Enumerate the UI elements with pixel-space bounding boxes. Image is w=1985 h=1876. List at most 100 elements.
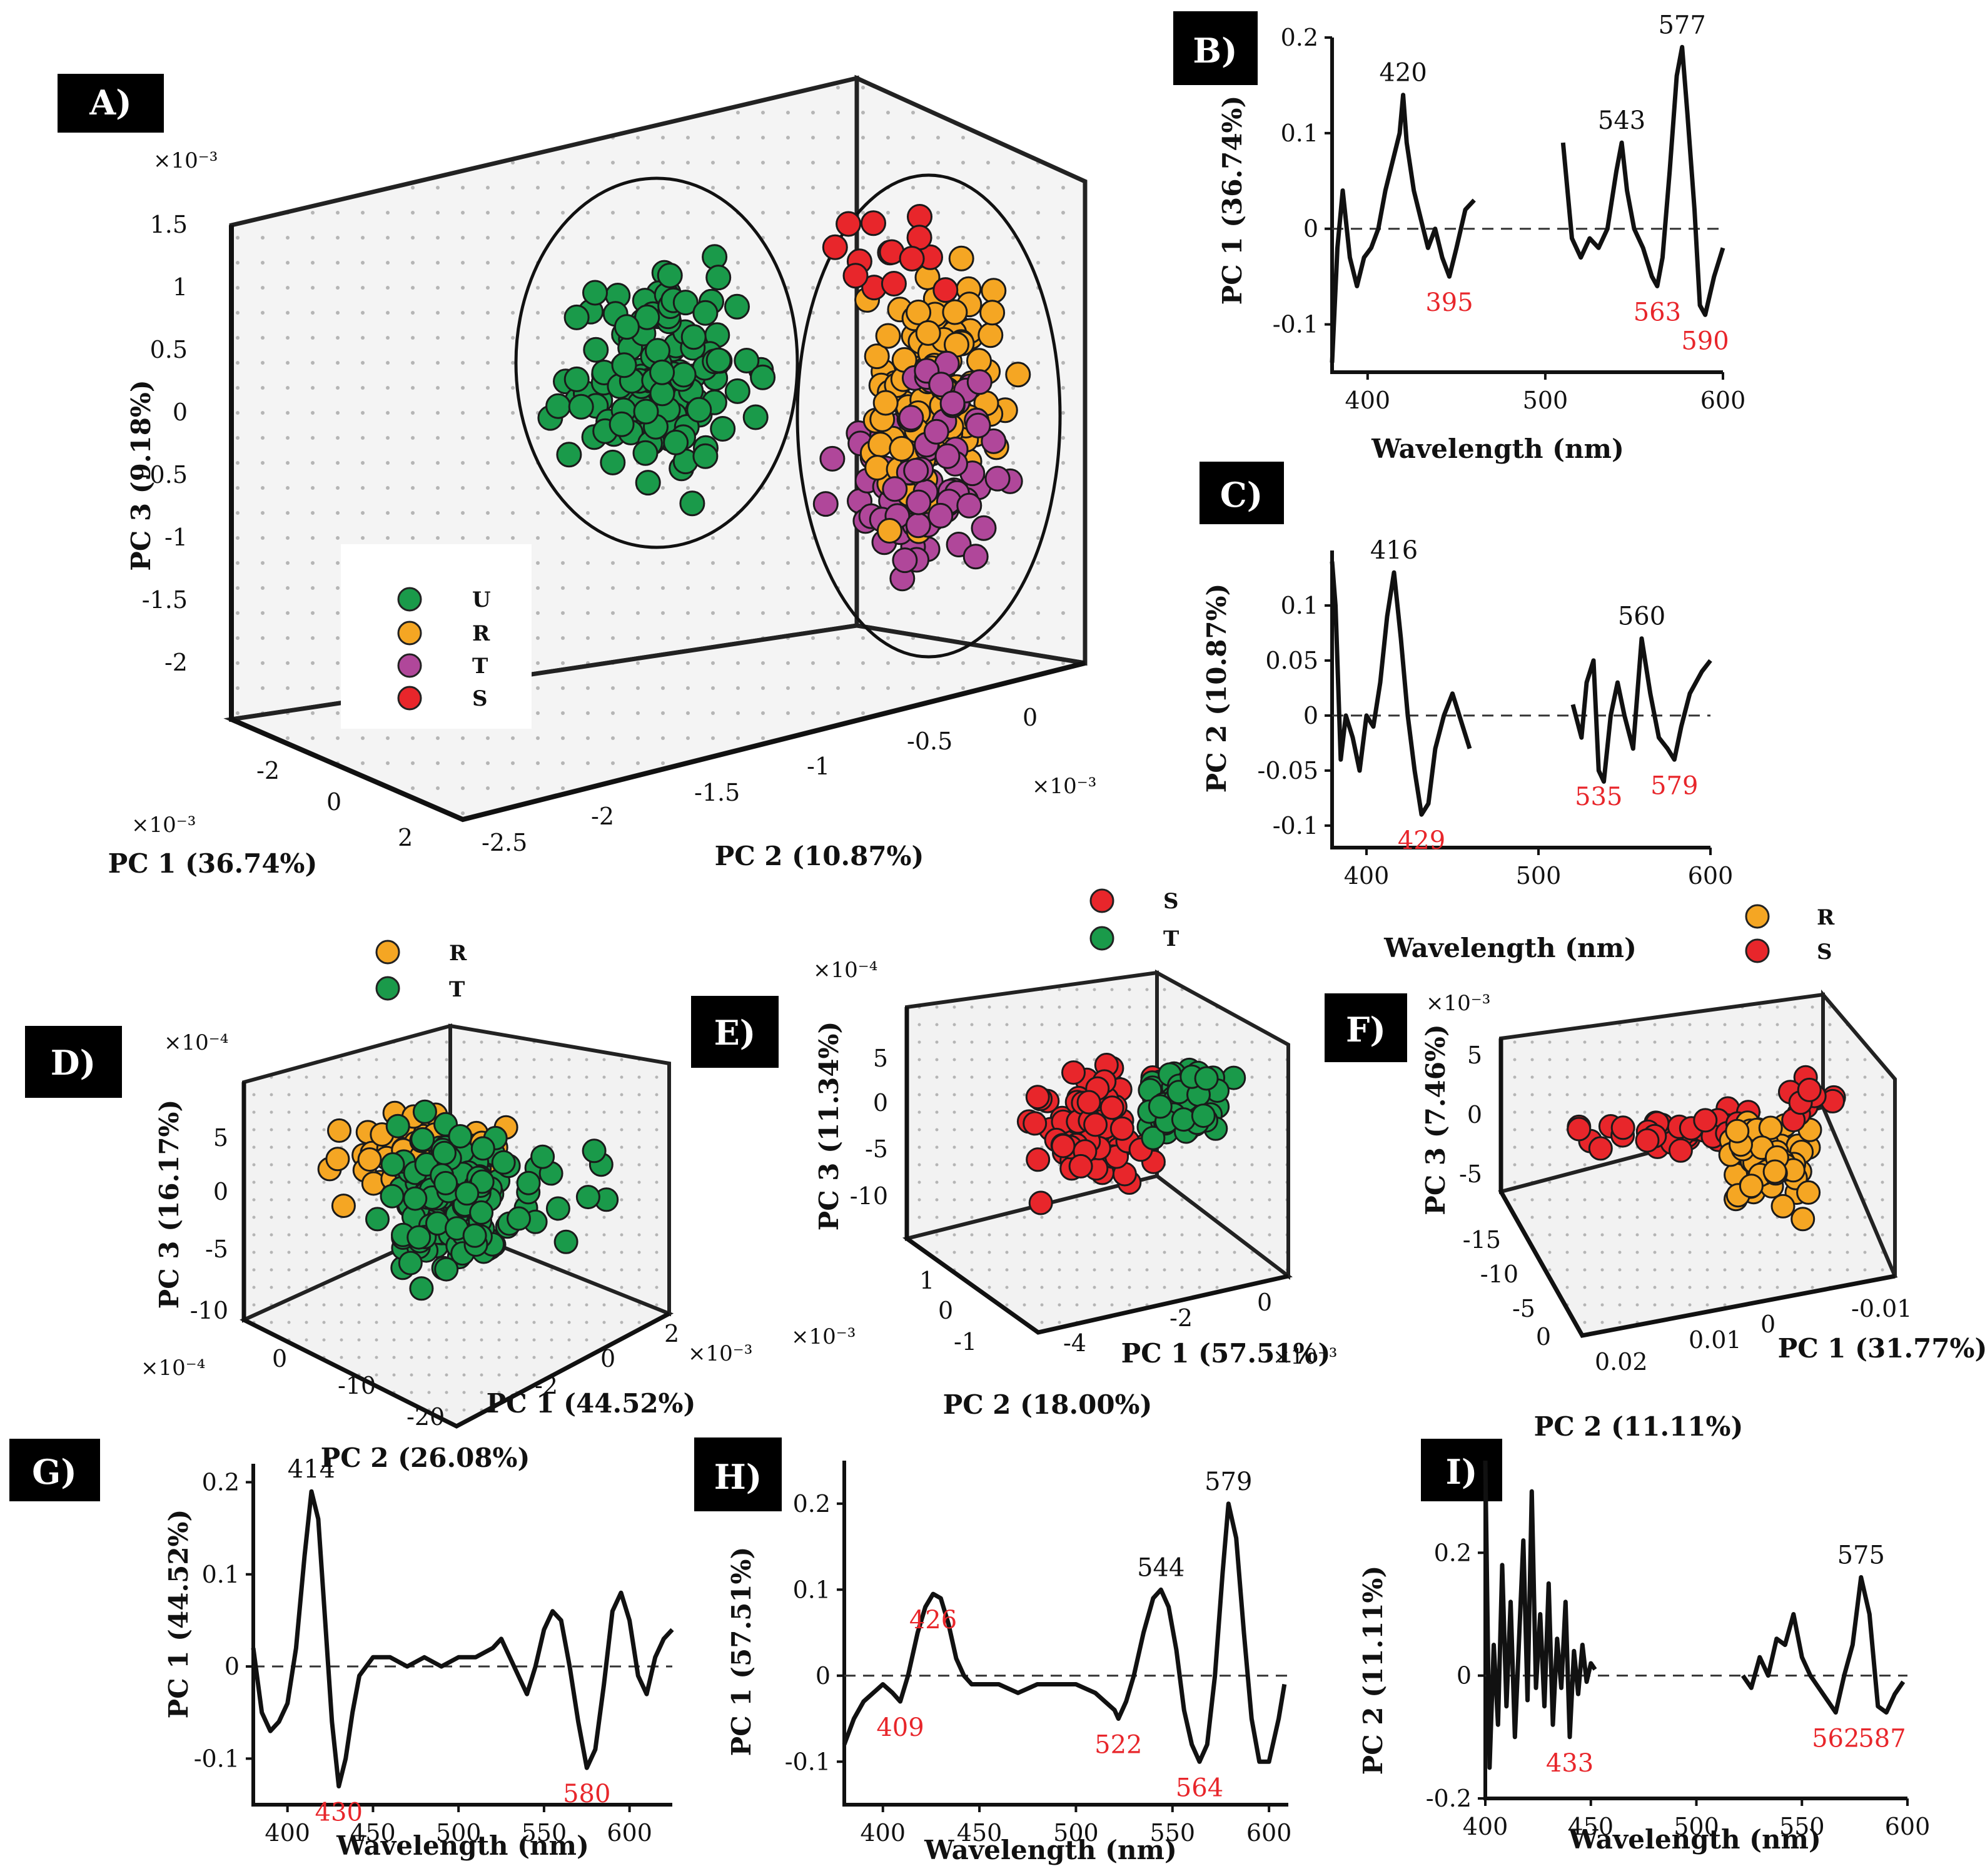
x-tick: 0.02 — [1595, 1348, 1648, 1376]
data-point — [705, 265, 732, 291]
panel-i-badge — [1421, 1439, 1502, 1501]
x-tick: -2 — [1169, 1304, 1193, 1332]
y-tick-label: 0 — [1303, 215, 1318, 243]
x-tick-label: 550 — [1150, 1819, 1196, 1847]
x-tick: -0.01 — [1851, 1295, 1912, 1322]
axis-frame — [1330, 550, 1710, 849]
peak-label: 535 — [1575, 783, 1622, 811]
panel-b-label: B) — [1193, 31, 1237, 71]
data-point — [583, 337, 609, 363]
y-tick-label: -0.2 — [1426, 1785, 1472, 1812]
y-tick: 1 — [919, 1267, 934, 1294]
z-tick: -10 — [850, 1182, 888, 1210]
data-point — [812, 491, 839, 517]
z-tick: 0.5 — [150, 336, 188, 363]
data-point — [965, 412, 991, 439]
x-tick-label: 500 — [436, 1819, 482, 1847]
data-point — [1191, 1103, 1216, 1128]
legend-label-t: T — [472, 654, 488, 679]
data-point — [516, 1170, 541, 1195]
z-tick: 0 — [173, 398, 188, 426]
data-point — [686, 397, 712, 423]
data-point — [906, 489, 932, 515]
z-tick: -0.5 — [142, 461, 188, 489]
data-point — [1051, 1133, 1076, 1159]
data-point — [984, 465, 1011, 492]
x-tick-label: 500 — [1523, 387, 1568, 414]
data-point — [903, 457, 929, 484]
x-tick-label: 550 — [1779, 1813, 1825, 1840]
data-point — [507, 1206, 531, 1231]
data-point — [724, 378, 750, 404]
panel-d-z-title: PC 3 (16.17%) — [154, 1100, 184, 1309]
data-point — [1668, 1138, 1693, 1163]
panel-i-y-title: PC 2 (11.11%) — [1358, 1566, 1388, 1775]
panel-d-badge — [25, 1026, 122, 1098]
legend-label-r: R — [449, 941, 467, 966]
data-point — [380, 1184, 405, 1209]
data-point — [1770, 1194, 1796, 1219]
panel-e-label: E) — [714, 1013, 756, 1053]
data-point — [928, 372, 954, 398]
panel-b: B) 400 500 600 0.2 0.1 0 -0.1 420 395 543 577 56359… — [1173, 11, 1745, 464]
data-point — [1005, 362, 1031, 388]
data-point — [672, 290, 699, 316]
y-tick-label: 0.2 — [202, 1468, 240, 1496]
data-point — [864, 455, 891, 481]
legend-marker-t — [397, 653, 422, 678]
data-point — [962, 544, 989, 570]
x-tick-label: 400 — [265, 1819, 310, 1847]
data-point — [398, 1250, 423, 1275]
y-tick-label: 0.05 — [1265, 647, 1318, 674]
peak-label: 579 — [1650, 771, 1698, 800]
z-tick: 0 — [873, 1089, 888, 1117]
legend-label-u: U — [472, 587, 491, 612]
panel-e-axes — [904, 1007, 1289, 1335]
data-point — [1725, 1118, 1750, 1143]
panel-a-z-title: PC 3 (9.18%) — [126, 380, 156, 570]
x-tick-label: 450 — [957, 1819, 1003, 1847]
legend-marker-s — [1089, 888, 1114, 913]
peak-label: 416 — [1370, 536, 1418, 565]
data-point — [632, 440, 659, 466]
legend-marker-t — [375, 976, 400, 1001]
peak-label: 575 — [1837, 1541, 1885, 1570]
panel-f-points — [1567, 1065, 1846, 1232]
data-point — [1610, 1115, 1635, 1140]
peak-label: 564 — [1176, 1773, 1223, 1802]
data-point — [556, 442, 582, 468]
y-tick: -1 — [954, 1328, 977, 1356]
panel-e-badge — [691, 996, 779, 1068]
panel-h-y-title: PC 1 (57.51%) — [726, 1547, 757, 1757]
data-point — [545, 393, 572, 419]
panel-a-y-exponent: ×10⁻³ — [1032, 774, 1096, 799]
panel-d: D) 5 0 -5 -10 ×10⁻⁴ PC 3 (16.17%) 0 -10 … — [25, 940, 752, 1473]
series-line — [1483, 1460, 1597, 1770]
panel-e-x-title: PC 1 (57.51%) — [1121, 1338, 1331, 1369]
panel-b-x-title: Wavelength (nm) — [1371, 434, 1624, 464]
z-tick: -1.5 — [142, 586, 188, 614]
data-point — [365, 1207, 390, 1232]
data-point — [1023, 1111, 1048, 1136]
panel-f-z-exponent: ×10⁻³ — [1426, 991, 1490, 1016]
z-tick: 1.5 — [150, 211, 188, 238]
peak-label: 590 — [1681, 327, 1729, 355]
data-point — [331, 1194, 356, 1219]
panel-h-label: H) — [714, 1457, 762, 1497]
x-tick-label: 600 — [1885, 1813, 1931, 1840]
data-point — [1762, 1159, 1787, 1184]
data-point — [934, 443, 961, 469]
data-point — [822, 234, 848, 260]
y-tick-label: 0.1 — [202, 1561, 240, 1588]
data-point — [448, 1124, 473, 1148]
y-tick-label: -0.1 — [1273, 311, 1318, 338]
data-point — [1588, 1136, 1613, 1161]
data-point — [956, 492, 982, 519]
panel-c-badge — [1200, 462, 1284, 524]
data-point — [742, 404, 769, 430]
panel-h-badge — [694, 1437, 782, 1511]
peak-label: 562 — [1812, 1725, 1859, 1753]
data-point — [836, 211, 862, 237]
data-point — [1028, 1190, 1053, 1215]
